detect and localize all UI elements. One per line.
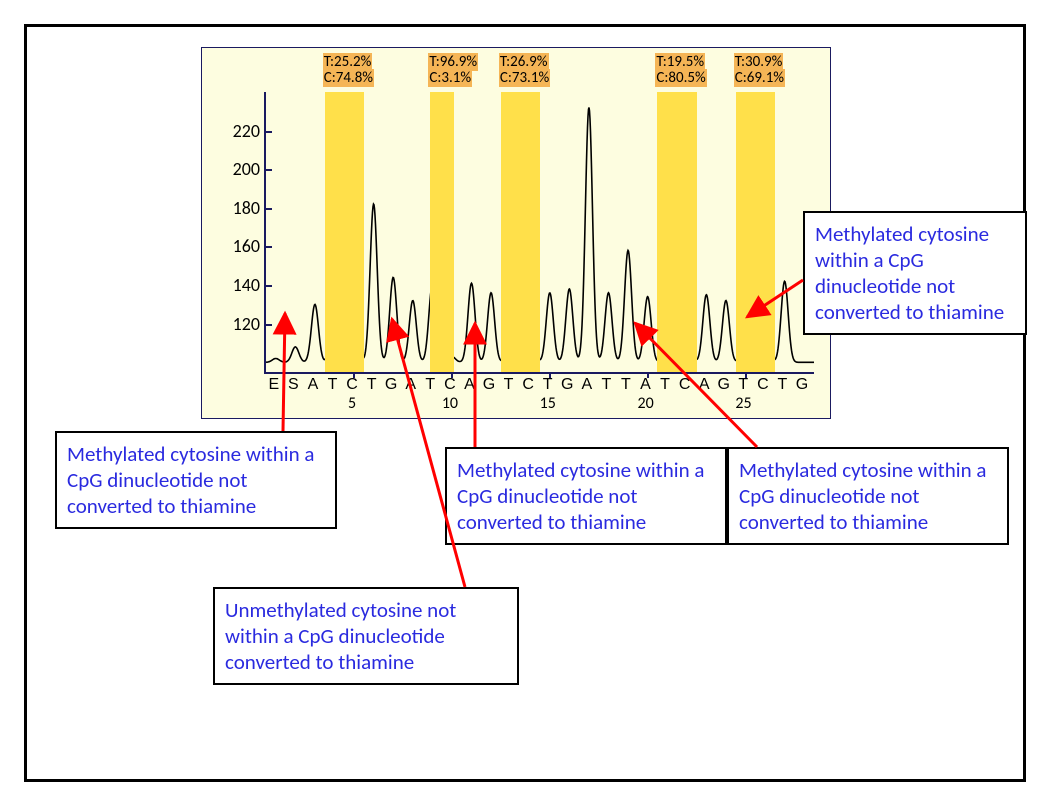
highlight-band xyxy=(430,92,453,372)
highlight-band xyxy=(736,92,775,372)
ytick: 140 xyxy=(210,274,266,296)
ytick: 160 xyxy=(210,235,266,257)
xtick: 5 xyxy=(348,394,356,413)
callout-0: Methylated cytosine within a CpG dinucle… xyxy=(55,431,337,529)
figure-frame: 120140160180200220 ESATCTGATCAGTCTGATTAT… xyxy=(24,24,1026,782)
pct-label: T:26.9%C:73.1% xyxy=(499,54,550,86)
pct-label: T:19.5%C:80.5% xyxy=(655,54,706,86)
highlight-band xyxy=(657,92,696,372)
highlight-band xyxy=(501,92,540,372)
pct-label: T:96.9%C:3.1% xyxy=(428,54,478,86)
callout-3: Methylated cytosine within a CpG dinucle… xyxy=(727,447,1009,545)
x-sequence-labels: ESATCTGATCAGTCTGATTATCAGTCTG xyxy=(264,376,812,394)
pyrogram-chart: 120140160180200220 ESATCTGATCAGTCTGATTAT… xyxy=(201,47,831,419)
ytick: 180 xyxy=(210,197,266,219)
callout-2: Methylated cytosine within a CpG dinucle… xyxy=(445,447,727,545)
highlight-band xyxy=(325,92,364,372)
callout-1: Unmethylated cytosine not within a CpG d… xyxy=(213,587,519,685)
xtick: 20 xyxy=(638,394,654,413)
pct-label: T:25.2%C:74.8% xyxy=(323,54,374,86)
plot-area: 120140160180200220 xyxy=(264,92,814,374)
ytick: 200 xyxy=(210,158,266,180)
xtick: 15 xyxy=(540,394,556,413)
callout-4: Methylated cytosine within a CpG dinucle… xyxy=(803,211,1027,335)
ytick: 120 xyxy=(210,313,266,335)
ytick: 220 xyxy=(210,120,266,142)
xtick: 25 xyxy=(735,394,751,413)
pct-label: T:30.9%C:69.1% xyxy=(734,54,785,86)
xtick: 10 xyxy=(442,394,458,413)
